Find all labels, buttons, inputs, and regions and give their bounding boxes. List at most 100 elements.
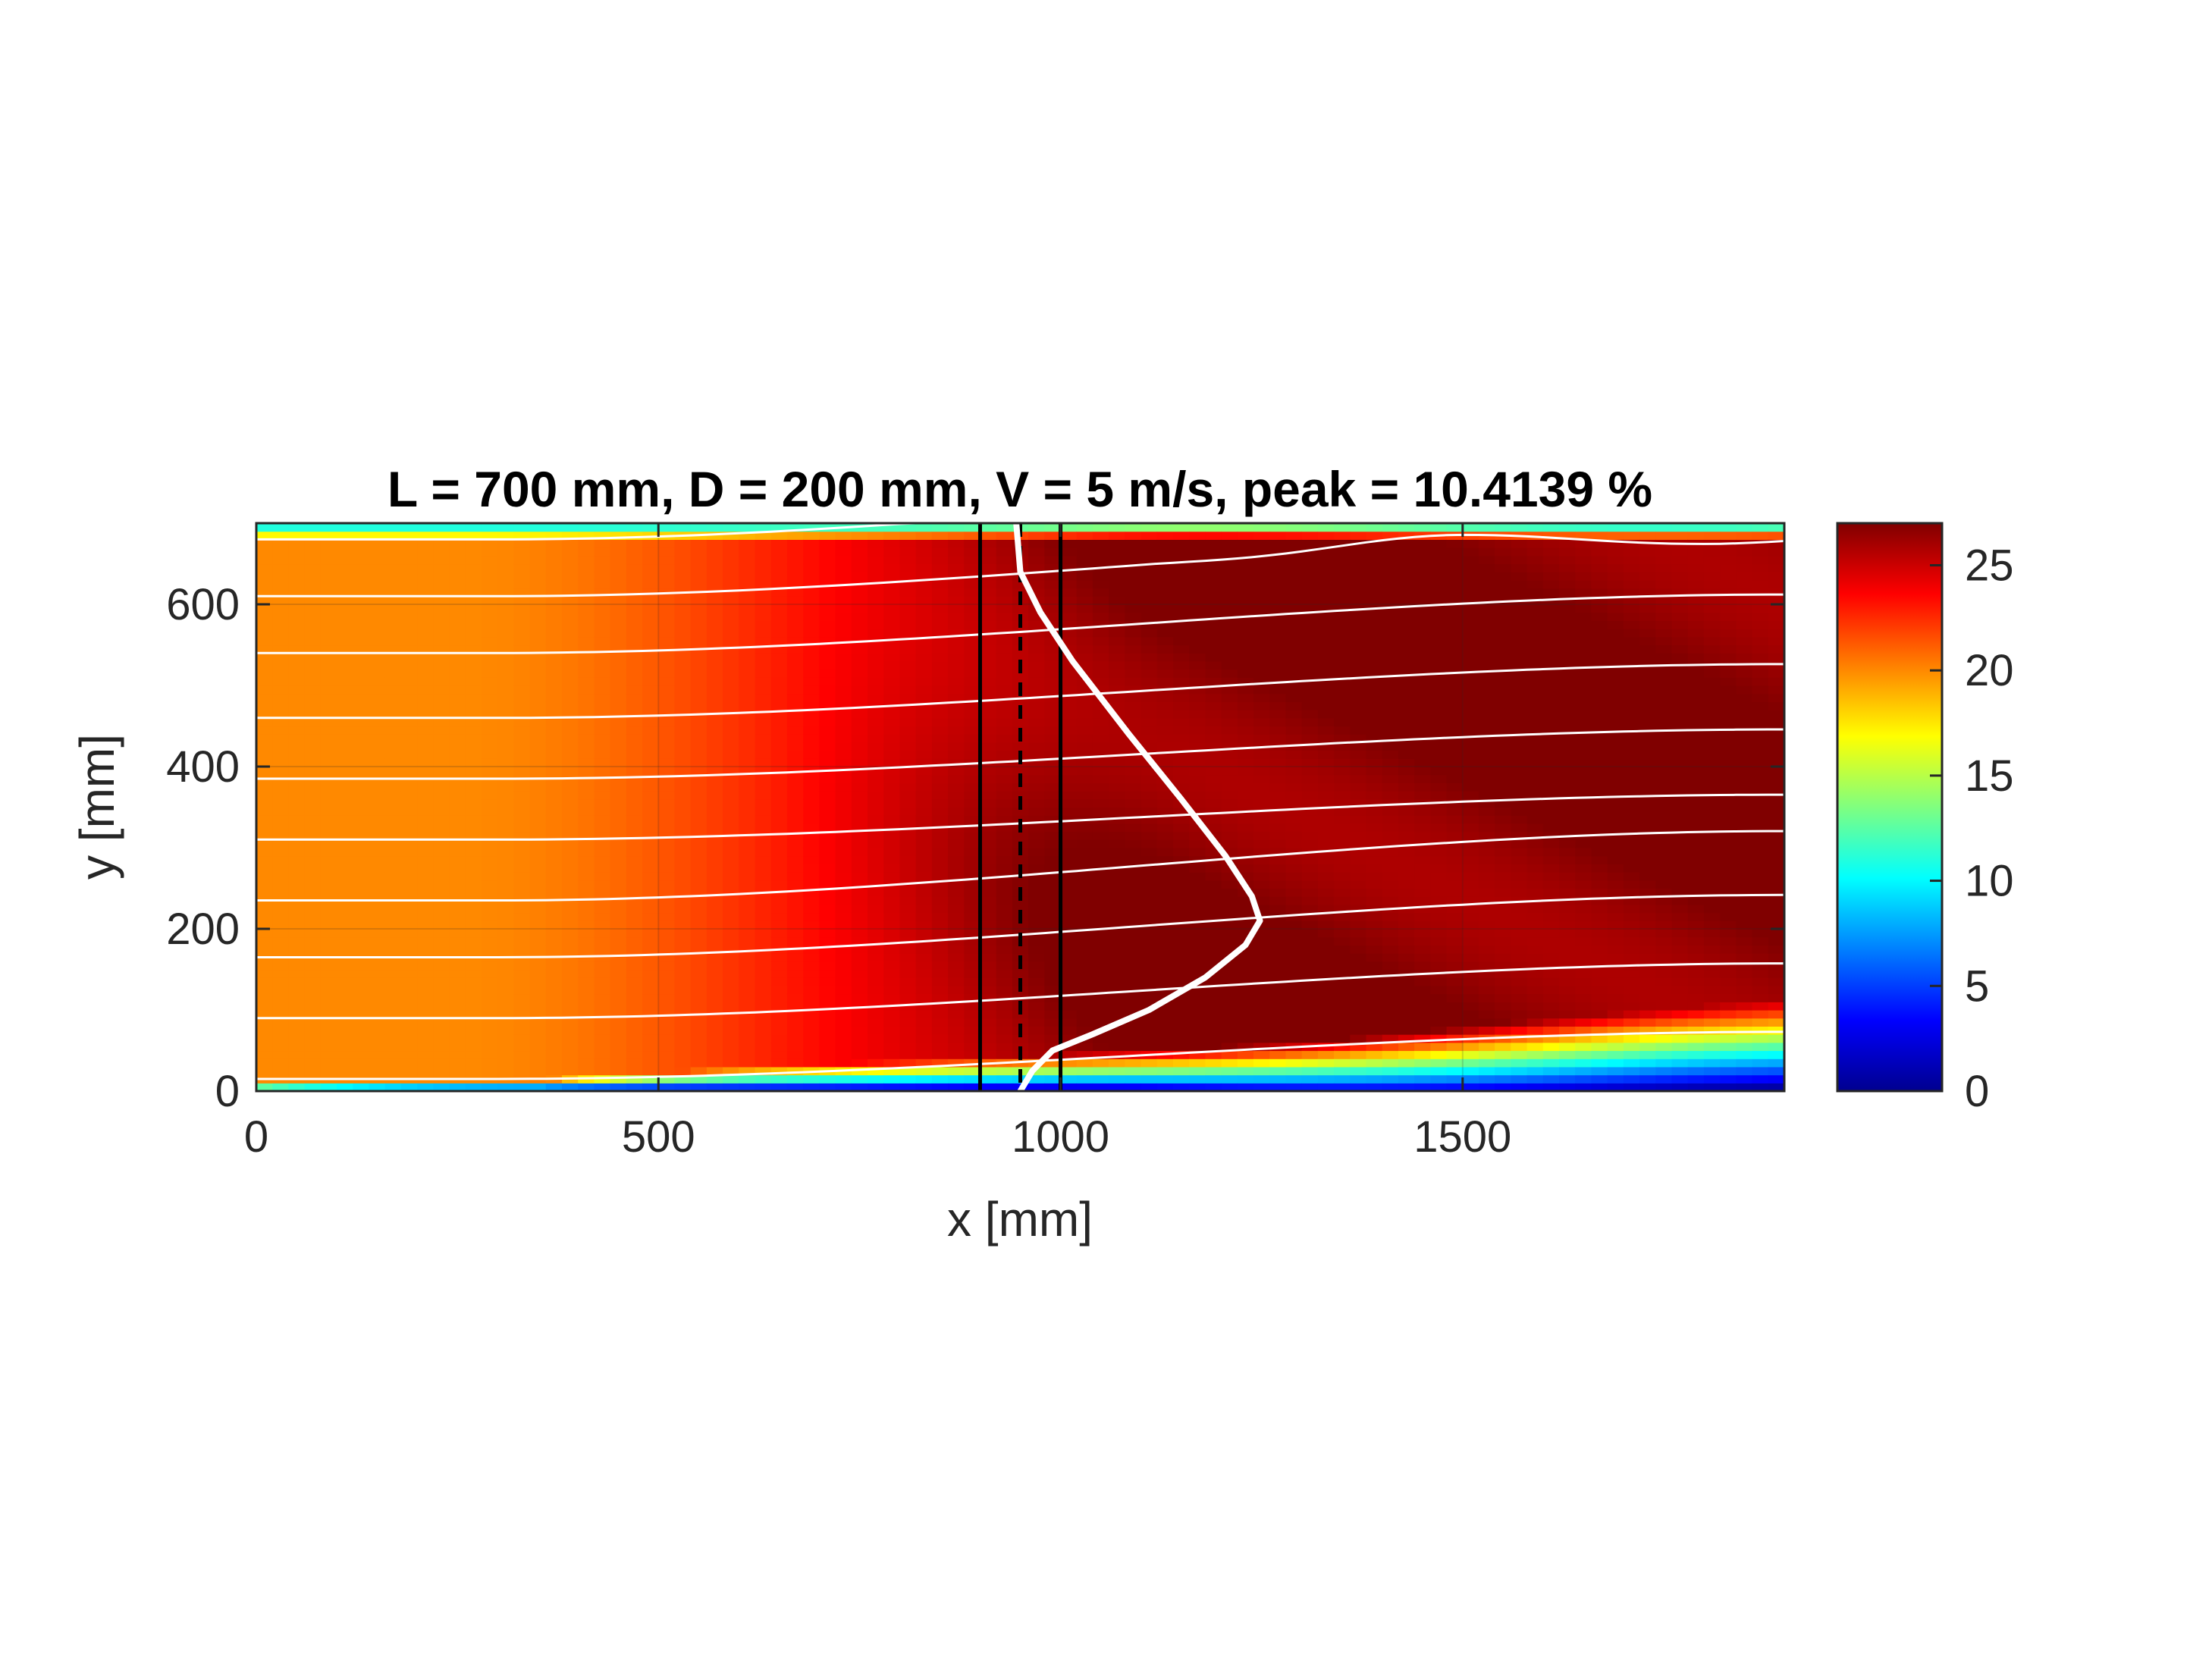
heatmap-cell — [1028, 677, 1045, 686]
heatmap-cell — [980, 653, 997, 662]
heatmap-cell — [1382, 701, 1399, 710]
heatmap-cell — [819, 629, 836, 638]
heatmap-cell — [369, 791, 386, 800]
heatmap-cell — [337, 855, 353, 864]
heatmap-cell — [851, 547, 868, 557]
heatmap-cell — [1109, 929, 1125, 938]
heatmap-cell — [384, 936, 402, 946]
heatmap-cell — [545, 563, 563, 572]
heatmap-cell — [1109, 1010, 1125, 1019]
heatmap-cell — [1350, 993, 1367, 1002]
heatmap-cell — [1334, 904, 1351, 914]
heatmap-cell — [1028, 710, 1045, 719]
heatmap-cell — [899, 807, 917, 816]
heatmap-cell — [610, 872, 627, 881]
heatmap-cell — [1028, 612, 1045, 621]
heatmap-cell — [803, 920, 820, 930]
heatmap-cell — [690, 920, 708, 930]
heatmap-cell — [996, 1018, 1013, 1027]
heatmap-cell — [1109, 1034, 1125, 1043]
heatmap-cell — [1205, 1050, 1222, 1059]
heatmap-cell — [626, 710, 643, 719]
heatmap-cell — [594, 604, 611, 613]
heatmap-cell — [674, 669, 692, 678]
heatmap-cell — [610, 880, 627, 889]
heatmap-cell — [1350, 767, 1367, 776]
heatmap-cell — [674, 969, 692, 978]
heatmap-cell — [674, 767, 692, 776]
heatmap-cell — [868, 669, 884, 678]
heatmap-cell — [755, 660, 772, 670]
heatmap-cell — [353, 734, 370, 743]
heatmap-cell — [1398, 880, 1415, 889]
heatmap-cell — [706, 1034, 723, 1043]
heatmap-cell — [1012, 579, 1029, 589]
heatmap-cell — [723, 920, 739, 930]
heatmap-cell — [304, 888, 322, 897]
heatmap-cell — [786, 953, 804, 962]
heatmap-cell — [545, 848, 563, 857]
heatmap-cell — [931, 920, 949, 930]
heatmap-cell — [320, 604, 337, 613]
heatmap-cell — [786, 636, 804, 646]
heatmap-cell — [642, 685, 659, 695]
heatmap-cell — [642, 815, 659, 824]
heatmap-cell — [899, 961, 917, 971]
heatmap-cell — [786, 555, 804, 565]
heatmap-cell — [786, 1083, 804, 1091]
heatmap-cell — [786, 831, 804, 840]
heatmap-cell — [658, 977, 676, 986]
heatmap-cell — [851, 977, 868, 986]
heatmap-cell — [1156, 555, 1174, 565]
heatmap-cell — [497, 612, 514, 621]
heatmap-cell — [529, 644, 547, 654]
heatmap-cell — [931, 620, 949, 629]
heatmap-cell — [819, 588, 836, 597]
heatmap-cell — [642, 848, 659, 857]
heatmap-cell — [658, 563, 676, 572]
heatmap-cell — [739, 1010, 756, 1019]
heatmap-cell — [320, 685, 337, 695]
heatmap-cell — [369, 555, 386, 565]
heatmap-cell — [883, 864, 901, 873]
heatmap-cell — [626, 961, 643, 971]
heatmap-cell — [400, 653, 418, 662]
heatmap-cell — [369, 936, 386, 946]
heatmap-cell — [304, 815, 322, 824]
heatmap-cell — [819, 855, 836, 864]
heatmap-cell — [384, 1010, 402, 1019]
heatmap-cell — [851, 758, 868, 767]
heatmap-cell — [562, 767, 579, 776]
heatmap-cell — [803, 669, 820, 678]
heatmap-cell — [1173, 1010, 1190, 1019]
heatmap-cell — [578, 993, 595, 1002]
heatmap-cell — [481, 758, 498, 767]
heatmap-cell — [1125, 636, 1142, 646]
heatmap-cell — [1092, 604, 1109, 613]
heatmap-cell — [1253, 791, 1270, 800]
heatmap-cell — [1334, 653, 1351, 662]
heatmap-cell — [562, 880, 579, 889]
heatmap-cell — [1173, 815, 1190, 824]
heatmap-cell — [723, 1074, 739, 1084]
heatmap-cell — [337, 1066, 353, 1076]
heatmap-cell — [288, 1002, 306, 1011]
heatmap-cell — [384, 539, 402, 548]
heatmap-cell — [1317, 604, 1335, 613]
heatmap-cell — [481, 1026, 498, 1035]
heatmap-cell — [449, 855, 466, 864]
heatmap-cell — [400, 1050, 418, 1059]
heatmap-cell — [1092, 629, 1109, 638]
heatmap-cell — [1092, 782, 1109, 792]
heatmap-cell — [562, 653, 579, 662]
heatmap-cell — [529, 677, 547, 686]
heatmap-cell — [1028, 888, 1045, 897]
heatmap-cell — [723, 612, 739, 621]
heatmap-cell — [868, 872, 884, 881]
heatmap-cell — [1334, 572, 1351, 581]
heatmap-cell — [1141, 539, 1158, 548]
heatmap-cell — [690, 653, 708, 662]
heatmap-cell — [1205, 612, 1222, 621]
heatmap-cell — [384, 563, 402, 572]
heatmap-cell — [786, 660, 804, 670]
